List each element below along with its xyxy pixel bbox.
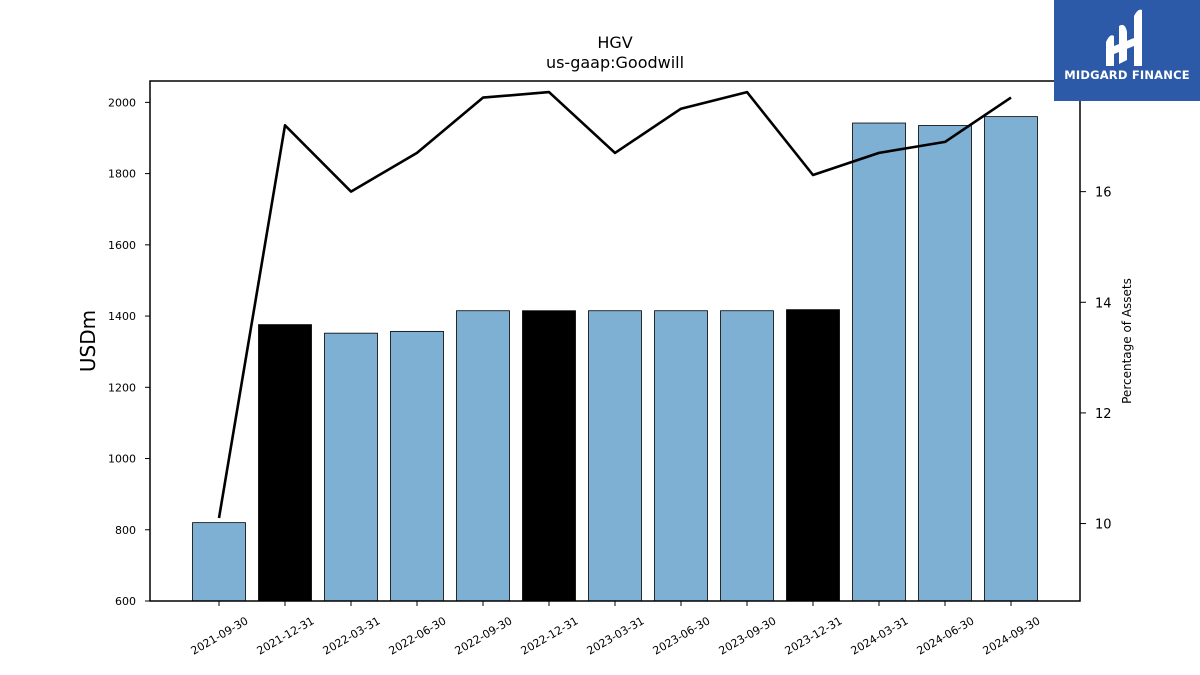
x-tick-label: 2023-09-30 — [717, 614, 779, 657]
chart-subtitle: us-gaap:Goodwill — [546, 53, 684, 72]
bar-2022-12-31 — [522, 310, 576, 602]
y2-tick-label: 14 — [1095, 296, 1112, 311]
bar-2021-09-30 — [192, 522, 246, 602]
percentage-of-assets-line — [217, 90, 1012, 519]
y-tick-label: 2000 — [108, 96, 136, 109]
y2-tick-label: 10 — [1095, 518, 1112, 533]
bars-group — [192, 116, 1038, 602]
bar-2022-06-30 — [390, 330, 444, 602]
y-tick-label: 1800 — [108, 168, 136, 181]
y-tick-label: 1200 — [108, 381, 136, 394]
percentage-line-group — [217, 90, 1012, 519]
bar-2022-03-31 — [324, 332, 378, 602]
bar-2024-06-30 — [918, 125, 972, 602]
y-tick-label: 600 — [115, 595, 136, 608]
y2-tick-label: 16 — [1095, 186, 1112, 201]
bar-2023-09-30 — [720, 310, 774, 602]
bar-2023-03-31 — [588, 310, 642, 602]
x-tick-label: 2021-12-31 — [255, 614, 317, 657]
bar-2024-09-30 — [984, 116, 1038, 602]
x-tick-label: 2022-12-31 — [519, 614, 581, 657]
bar-2023-06-30 — [654, 310, 708, 602]
y2-tick-label: 12 — [1095, 407, 1112, 422]
y2-axis-label: Percentage of Assets — [1120, 278, 1134, 404]
bar-2022-09-30 — [456, 310, 510, 602]
x-tick-label: 2024-06-30 — [915, 614, 977, 657]
x-tick-label: 2022-09-30 — [453, 614, 515, 657]
y-tick-label: 1600 — [108, 239, 136, 252]
y2-axis: 10 12 14 16 — [1080, 186, 1112, 533]
plot-frame — [149, 80, 1081, 602]
y-tick-label: 800 — [115, 524, 136, 537]
x-tick-label: 2023-12-31 — [783, 614, 845, 657]
y-tick-label: 1000 — [108, 453, 136, 466]
x-tick-label: 2024-03-31 — [849, 614, 911, 657]
bar-2023-12-31 — [786, 309, 840, 602]
y-axis-label: USDm — [76, 310, 100, 372]
x-tick-label: 2021-09-30 — [189, 614, 251, 657]
x-tick-label: 2023-03-31 — [585, 614, 647, 657]
logo-mark-icon — [1106, 9, 1142, 66]
y-tick-label: 1400 — [108, 310, 136, 323]
bar-2021-12-31 — [258, 324, 312, 602]
logo-text: MIDGARD FINANCE — [1064, 68, 1190, 82]
x-axis: 2021-09-30 2021-12-31 2022-03-31 2022-06-30… — [189, 601, 1043, 658]
y-axis: 600 800 1000 1200 1400 1600 1800 2000 — [108, 96, 150, 608]
chart-title: HGV — [597, 33, 632, 52]
x-tick-label: 2023-06-30 — [651, 614, 713, 657]
x-tick-label: 2022-06-30 — [387, 614, 449, 657]
midgard-finance-logo: MIDGARD FINANCE — [1054, 0, 1200, 101]
bar-2024-03-31 — [852, 122, 906, 602]
x-tick-label: 2024-09-30 — [981, 614, 1043, 657]
x-tick-label: 2022-03-31 — [321, 614, 383, 657]
